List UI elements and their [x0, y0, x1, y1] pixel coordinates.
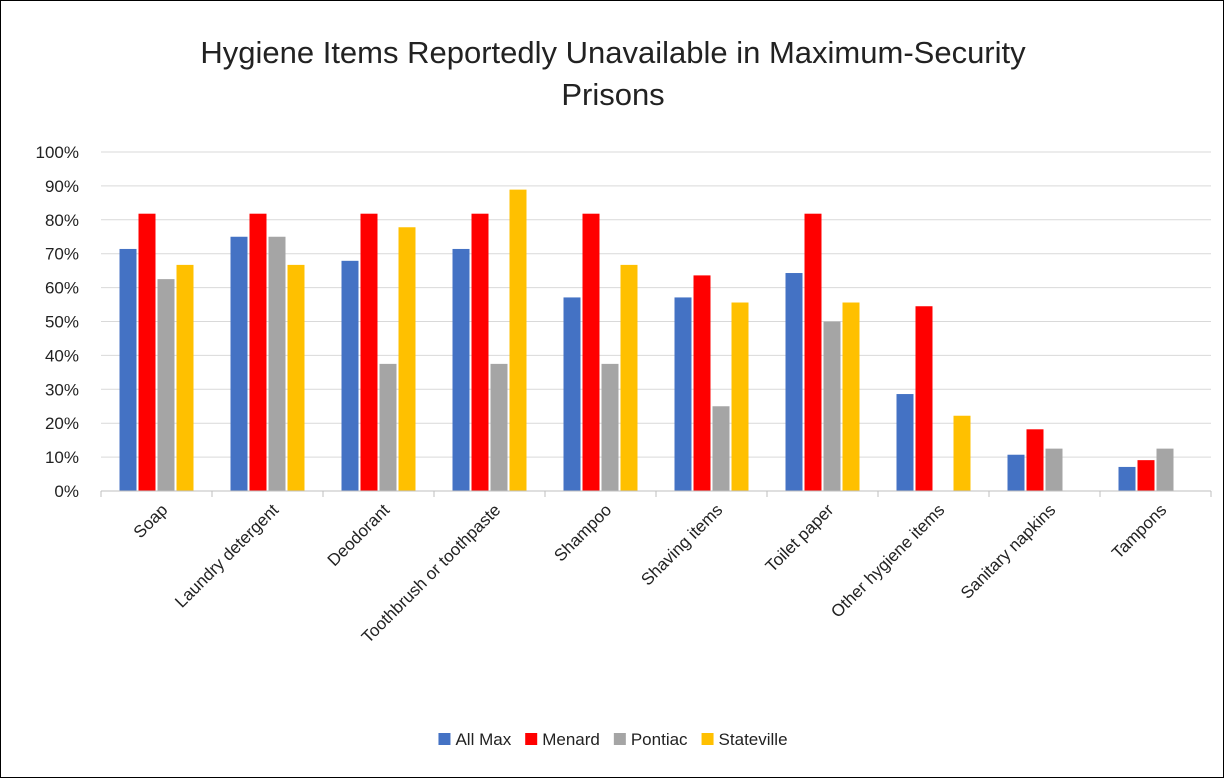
bar-pontiac: [1156, 448, 1174, 491]
y-tick-label: 70%: [45, 245, 79, 264]
chart-title: Hygiene Items Reportedly Unavailable in …: [200, 35, 1026, 112]
legend-label: Stateville: [719, 730, 788, 749]
legend-label: All Max: [455, 730, 511, 749]
legend-item: All Max: [438, 730, 512, 749]
x-category-label: Shaving items: [637, 500, 726, 589]
bar-all-max: [563, 297, 581, 491]
legend-label: Menard: [542, 730, 600, 749]
x-axis-ticks: [100, 491, 1212, 497]
bar-menard: [693, 275, 711, 491]
bar-menard: [804, 213, 822, 491]
y-gridlines: [101, 151, 1211, 458]
bar-pontiac: [601, 363, 619, 491]
bar-pontiac: [490, 363, 508, 491]
bar-all-max: [785, 273, 803, 491]
legend-item: Menard: [525, 730, 600, 749]
y-tick-label: 30%: [45, 380, 79, 399]
y-tick-label: 10%: [45, 448, 79, 467]
x-category-label: Sanitary napkins: [957, 500, 1059, 602]
bars: [119, 189, 1174, 491]
bar-menard: [1137, 460, 1155, 491]
y-tick-label: 80%: [45, 211, 79, 230]
bar-pontiac: [157, 279, 175, 491]
legend-swatch: [525, 733, 538, 745]
y-tick-label: 50%: [45, 313, 79, 332]
bar-stateville: [620, 264, 638, 491]
bar-stateville: [287, 264, 305, 491]
y-tick-label: 60%: [45, 279, 79, 298]
bar-all-max: [1118, 466, 1136, 491]
bar-menard: [582, 213, 600, 491]
bar-pontiac: [1045, 448, 1063, 491]
legend-swatch: [701, 733, 714, 745]
chart-title-line-1: Hygiene Items Reportedly Unavailable in …: [200, 35, 1026, 70]
bar-stateville: [509, 189, 527, 491]
bar-stateville: [842, 302, 860, 491]
y-axis-tick-labels: 0% 10% 20% 30% 40% 50% 60% 70% 80% 90% 100%: [36, 143, 79, 501]
legend-item: Stateville: [701, 730, 788, 749]
bar-all-max: [452, 248, 470, 491]
x-category-label: Other hygiene items: [827, 500, 948, 621]
bar-stateville: [398, 227, 416, 491]
bar-menard: [915, 306, 933, 491]
x-category-label: Laundry detergent: [171, 500, 282, 611]
bar-all-max: [341, 260, 359, 491]
bar-all-max: [119, 248, 137, 491]
legend-swatch: [438, 733, 451, 745]
bar-pontiac: [823, 321, 841, 491]
bar-menard: [360, 213, 378, 491]
bar-stateville: [953, 415, 971, 491]
y-tick-label: 100%: [36, 143, 79, 162]
bar-all-max: [1007, 454, 1025, 491]
bar-pontiac: [379, 363, 397, 491]
bar-stateville: [176, 264, 194, 491]
bar-menard: [1026, 429, 1044, 491]
y-tick-label: 40%: [45, 346, 79, 365]
bar-stateville: [731, 302, 749, 491]
bar-all-max: [674, 297, 692, 491]
bar-all-max: [896, 394, 914, 491]
y-tick-label: 20%: [45, 414, 79, 433]
x-axis-category-labels: Soap Laundry detergent DeodorantToothbrush…: [130, 500, 1171, 647]
legend-item: Pontiac: [613, 730, 688, 749]
legend-label: Pontiac: [631, 730, 688, 749]
bar-pontiac: [268, 236, 286, 491]
x-category-label: Toilet paper: [762, 500, 838, 576]
x-category-label: Tampons: [1108, 500, 1170, 562]
bar-menard: [471, 213, 489, 491]
x-category-label: Soap: [130, 500, 172, 542]
bar-all-max: [230, 236, 248, 491]
chart-title-line-2: Prisons: [561, 77, 664, 112]
x-category-label: Shampoo: [550, 500, 615, 565]
x-category-label: Deodorant: [324, 500, 394, 570]
y-tick-label: 0%: [54, 482, 79, 501]
y-tick-label: 90%: [45, 177, 79, 196]
bar-pontiac: [712, 406, 730, 491]
bar-menard: [249, 213, 267, 491]
legend: All Max Menard Pontiac Stateville: [438, 730, 788, 749]
bar-menard: [138, 213, 156, 491]
legend-swatch: [613, 733, 626, 745]
